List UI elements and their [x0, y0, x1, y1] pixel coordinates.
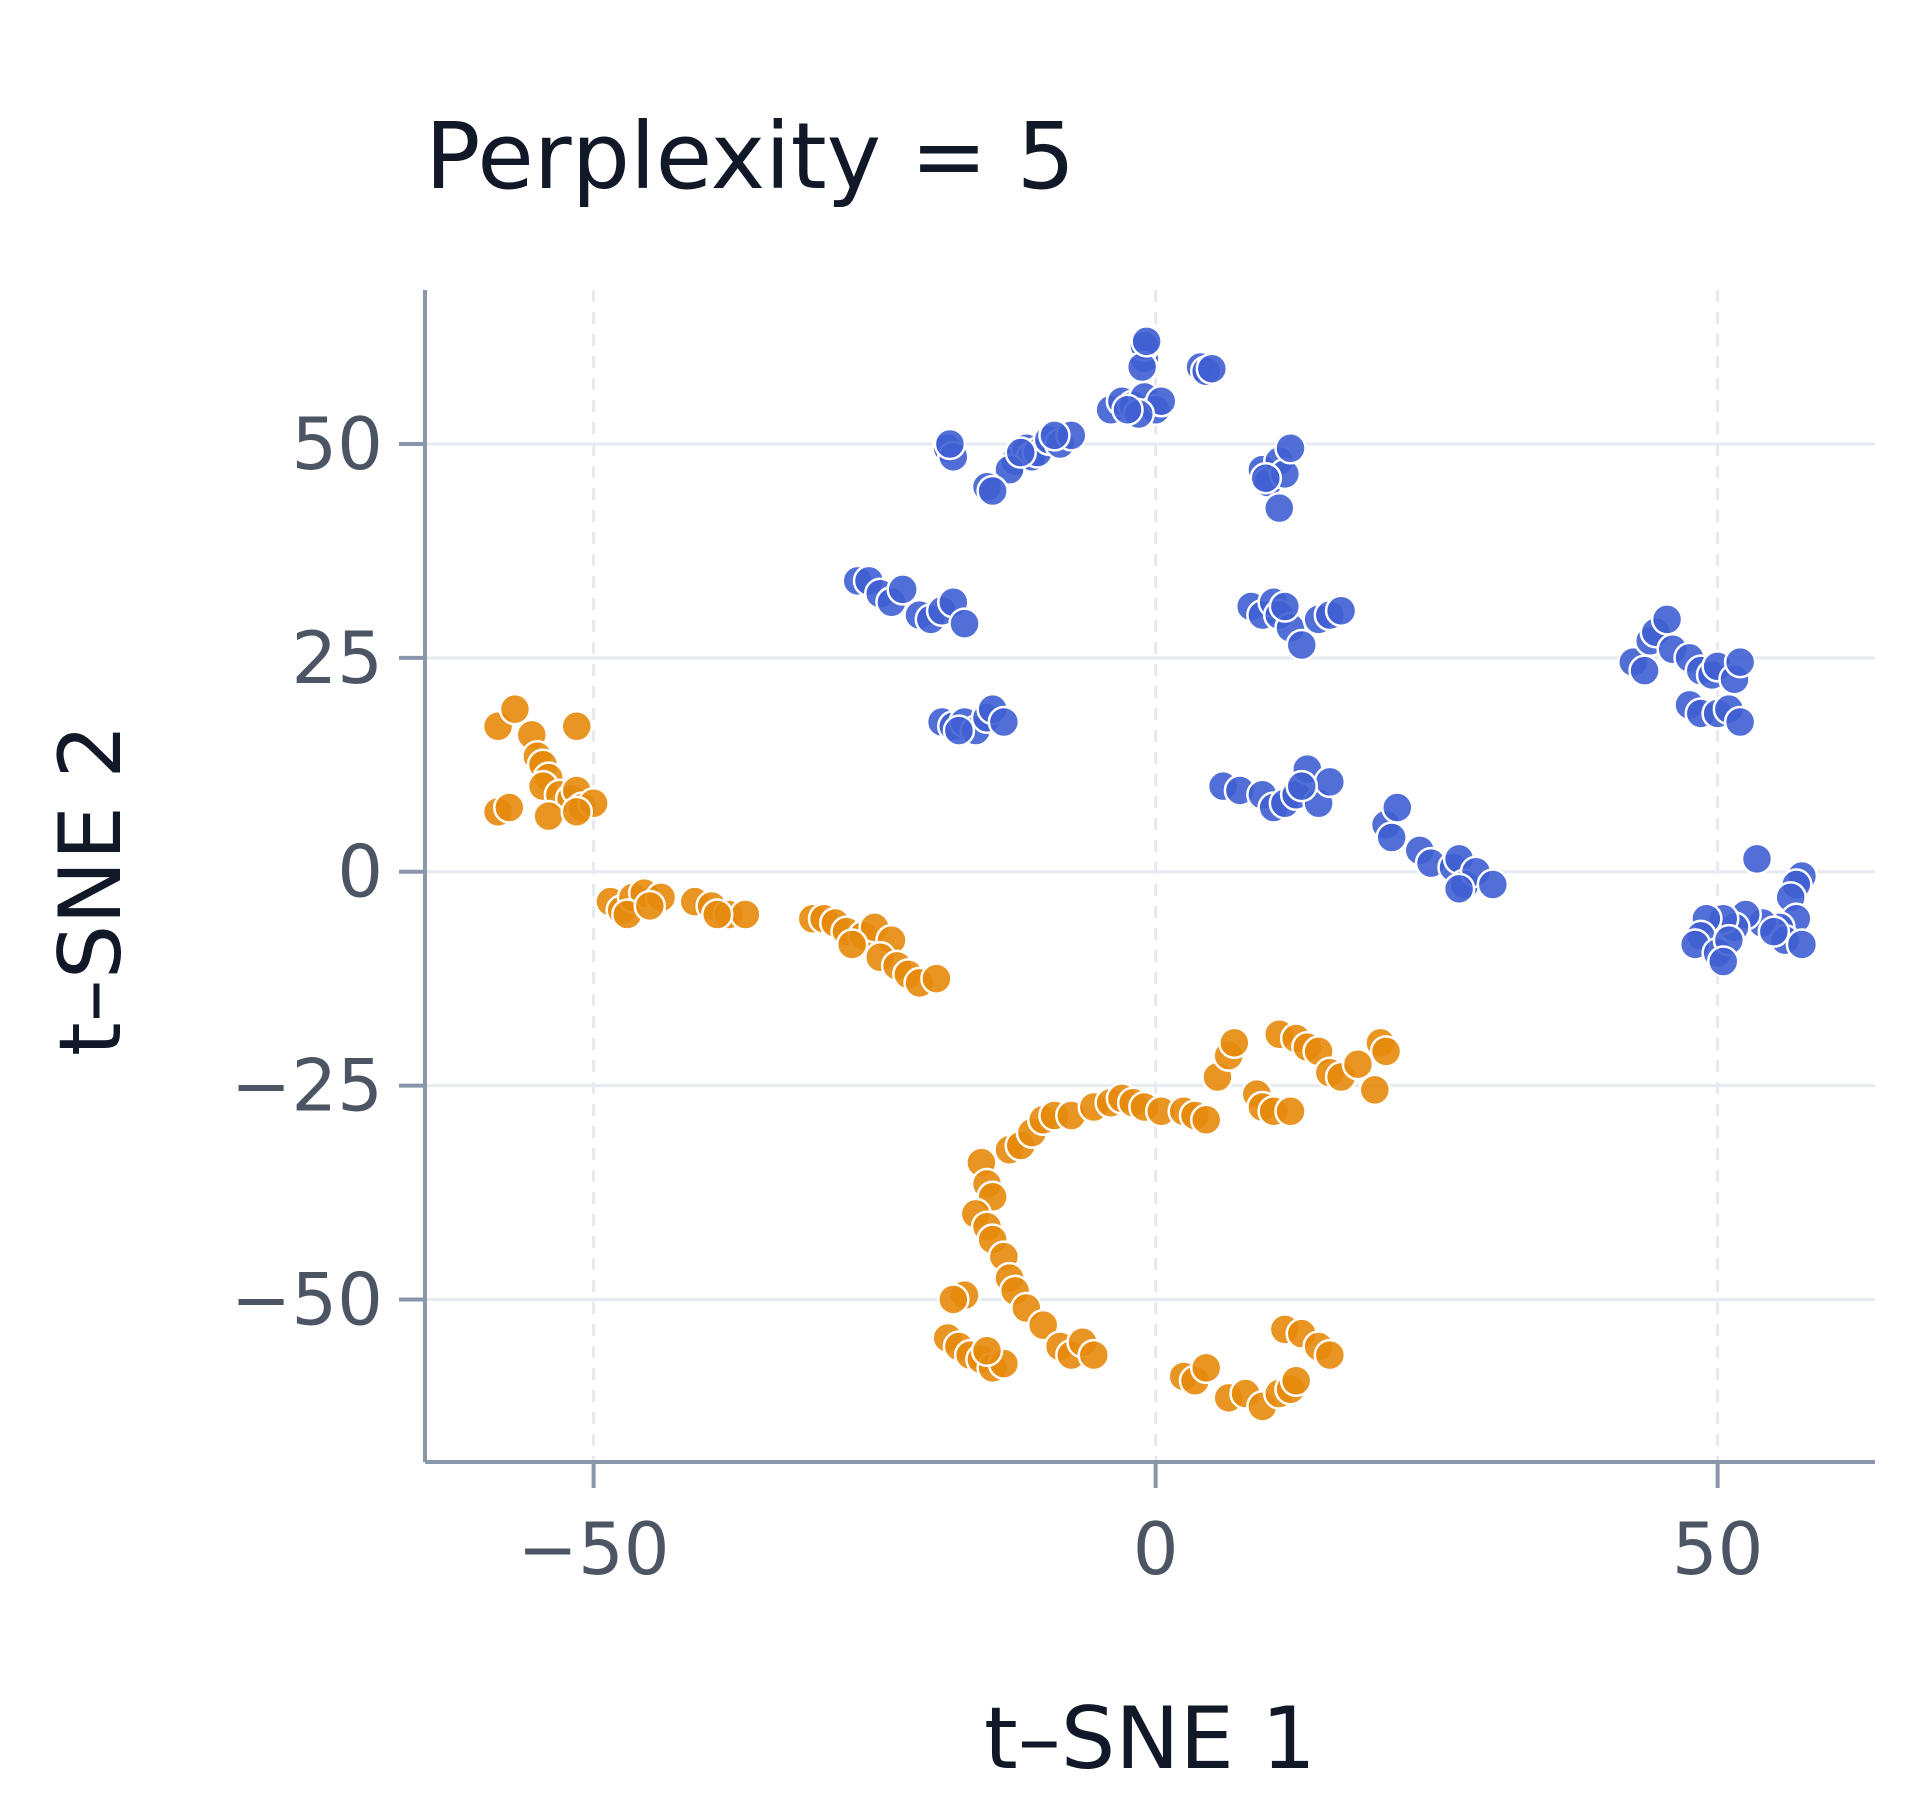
scatter-point-series-1: [942, 714, 976, 747]
x-tick-label: 0: [1133, 1507, 1179, 1591]
scatter-point-series-2: [498, 692, 532, 726]
scatter-point-series-1: [1004, 436, 1037, 469]
scatter-point-series-1: [1038, 419, 1071, 452]
scatter-point-series-2: [1313, 1338, 1347, 1372]
scatter-point-series-1: [1268, 590, 1302, 623]
scatter-point-series-2: [1189, 1351, 1223, 1385]
scatter-point-series-1: [1285, 628, 1318, 662]
scatter-point-series-2: [1274, 1095, 1307, 1128]
scatter-point-series-1: [1249, 461, 1283, 495]
scatter-point-series-2: [937, 1283, 970, 1316]
scatter-point-series-1: [976, 474, 1009, 508]
scatter-point-series-2: [1358, 1073, 1392, 1107]
scatter-point-series-2: [1026, 1308, 1060, 1342]
scatter-point-series-2: [970, 1334, 1004, 1368]
scatter-point-series-1: [1263, 491, 1296, 525]
y-tick-label: 50: [291, 402, 383, 486]
scatter-point-series-1: [1195, 352, 1229, 385]
scatter-point-series-2: [1341, 1047, 1375, 1081]
scatter-point-series-1: [1707, 945, 1740, 978]
scatter-point-series-2: [633, 889, 667, 923]
scatter-point-series-1: [1723, 705, 1757, 739]
scatter-point-series-1: [987, 705, 1021, 739]
scatter-point-series-1: [1381, 791, 1414, 824]
scatter-point-series-1: [1476, 868, 1510, 901]
scatter-point-series-1: [1757, 915, 1791, 948]
scatter-point-series-2: [1189, 1103, 1223, 1137]
data-points: [481, 325, 1819, 1423]
scatter-point-series-2: [532, 799, 565, 833]
scatter-point-series-2: [920, 962, 953, 995]
scatter-point-series-2: [1279, 1364, 1313, 1397]
scatter-point-series-2: [493, 791, 526, 824]
scatter-point-series-2: [729, 898, 762, 931]
scatter-point-series-1: [1628, 654, 1661, 687]
scatter-point-series-1: [1785, 928, 1819, 961]
scatter-point-series-1: [886, 573, 919, 606]
y-tick-label: 25: [291, 616, 383, 700]
scatter-point-series-1: [1324, 594, 1358, 628]
scatter-point-series-2: [560, 795, 593, 829]
scatter-point-series-1: [1313, 765, 1347, 799]
scatter-point-series-2: [1077, 1338, 1111, 1372]
scatter-point-series-1: [1111, 393, 1144, 427]
chart-title: Perplexity = 5: [425, 103, 1075, 210]
scatter-point-series-2: [835, 928, 869, 961]
scatter-point-series-2: [560, 710, 593, 743]
scatter-point-series-1: [1650, 603, 1684, 636]
scatter-point-series-1: [1442, 872, 1476, 906]
y-tick-label: −25: [231, 1044, 383, 1128]
tick-labels: 50 25 0 −25 −50 −50 0 50: [231, 402, 1763, 1591]
scatter-point-series-2: [700, 898, 734, 931]
scatter-point-series-1: [933, 427, 967, 461]
y-tick-label: 0: [337, 830, 383, 914]
x-tick-label: 50: [1672, 1507, 1764, 1591]
scatter-point-series-1: [1274, 432, 1307, 465]
scatter-point-series-2: [1369, 1035, 1403, 1068]
scatter-point-series-1: [948, 607, 981, 640]
grid-lines: [425, 290, 1875, 1462]
scatter-point-series-2: [1218, 1026, 1251, 1060]
y-tick-label: −50: [231, 1257, 383, 1341]
scatter-point-series-1: [1740, 842, 1774, 876]
x-tick-label: −50: [518, 1507, 670, 1591]
y-axis-label: t–SNE 2: [41, 724, 141, 1056]
scatter-point-series-1: [1723, 645, 1757, 679]
scatter-point-series-1: [1285, 769, 1318, 803]
axes: [399, 290, 1875, 1488]
scatter-point-series-1: [1130, 325, 1163, 358]
x-axis-label: t–SNE 1: [984, 1689, 1316, 1789]
scatter-point-series-1: [1375, 821, 1408, 854]
